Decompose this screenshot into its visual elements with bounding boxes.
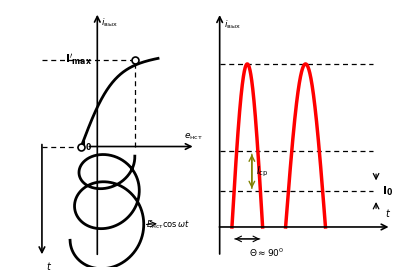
Text: $t$: $t$ bbox=[46, 260, 52, 271]
Text: $\mathbf{I_0}$: $\mathbf{I_0}$ bbox=[81, 140, 92, 153]
Text: $i_{\rm вых}$: $i_{\rm вых}$ bbox=[101, 17, 118, 29]
Text: $e_{\rm нст}$: $e_{\rm нст}$ bbox=[184, 131, 203, 142]
Text: $I_{\rm cp}$: $I_{\rm cp}$ bbox=[256, 164, 269, 178]
Text: $\mathbf{I'_{max}}$: $\mathbf{I'_{max}}$ bbox=[65, 53, 92, 67]
Text: $t$: $t$ bbox=[385, 207, 391, 219]
Text: $i_{\rm вых}$: $i_{\rm вых}$ bbox=[224, 18, 241, 31]
Text: $E_{\rm нст}\cos\omega t$: $E_{\rm нст}\cos\omega t$ bbox=[146, 218, 190, 231]
Text: $\Theta\approx90^0$: $\Theta\approx90^0$ bbox=[249, 247, 284, 259]
Text: $\mathbf{I_0}$: $\mathbf{I_0}$ bbox=[382, 184, 394, 198]
